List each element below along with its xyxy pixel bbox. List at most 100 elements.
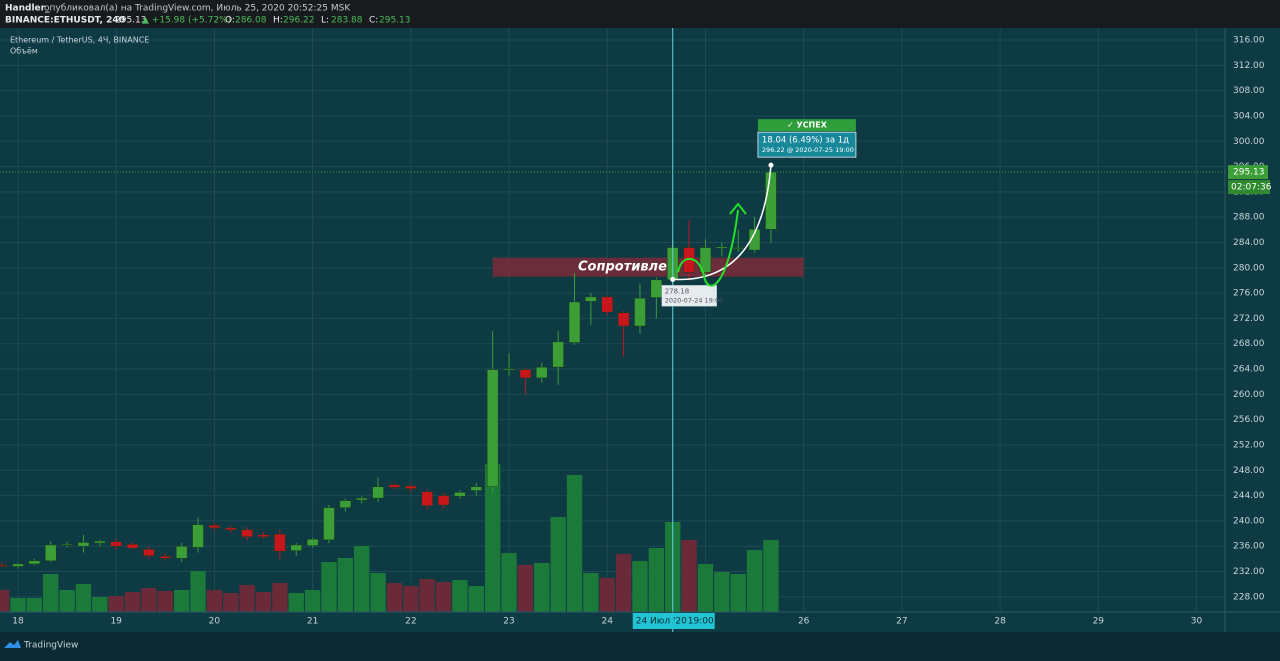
candle-body <box>355 497 368 501</box>
ohlc: O: 286.08 H: 296.22 L: 283.88 C: 295.13 <box>225 16 411 26</box>
candle-body <box>388 484 401 488</box>
x-tick-label: 26 <box>798 617 810 627</box>
y-tick-label: 232.00 <box>1233 567 1265 577</box>
candle-body <box>470 486 483 491</box>
volume-bar <box>730 574 746 612</box>
x-tick-label: 18 <box>12 617 24 627</box>
y-tick-label: 240.00 <box>1233 516 1265 526</box>
x-tick-label: 24 <box>602 617 614 627</box>
start-time: 2020-07-24 19:00 <box>665 296 724 304</box>
plot: Сопротивлен ✓ УСПЕХ 18.04 (6.49%) за 1д296… <box>0 28 1225 632</box>
candle-body <box>634 297 646 327</box>
volume-bar <box>288 593 304 612</box>
candle-body <box>503 368 515 371</box>
candle-body <box>519 369 532 379</box>
volume-bar <box>632 561 648 612</box>
volume-bar <box>173 590 190 612</box>
x-tick-label: 27 <box>896 617 907 627</box>
volume-bar <box>206 590 223 612</box>
x-tick-label: 19 <box>110 617 122 627</box>
candle-body <box>372 486 384 499</box>
candle-body <box>94 540 106 544</box>
candle-body <box>323 507 335 541</box>
ohlc-value: 296.22 <box>283 16 315 26</box>
volume-bar <box>108 596 124 612</box>
candle-body <box>241 529 253 537</box>
volume-bar <box>484 464 501 612</box>
candle-body <box>192 524 204 548</box>
candle-body <box>274 533 286 552</box>
x-tick-label: 21 <box>307 617 318 627</box>
y-tick-label: 288.00 <box>1233 213 1265 223</box>
candle-body <box>175 545 188 559</box>
volume-bar <box>517 565 534 612</box>
badge: ✓ УСПЕХ <box>787 121 828 130</box>
crosshair-time: 19:00 <box>688 617 714 627</box>
candle-body <box>650 279 663 298</box>
ohlc-label: C: <box>369 16 378 26</box>
candle-body <box>405 485 417 489</box>
volume-bar <box>223 593 239 612</box>
result: 18.04 (6.49%) за 1д <box>762 136 849 146</box>
candle-body <box>568 301 581 343</box>
candle-body <box>585 296 597 302</box>
candle-body <box>748 228 761 251</box>
candle-body <box>44 544 57 561</box>
volume-bar <box>304 590 321 612</box>
volume-bar <box>0 590 10 612</box>
y-tick-label: 316.00 <box>1233 36 1265 46</box>
volume-bar <box>566 475 583 612</box>
volume-bar <box>534 563 550 612</box>
candle-body <box>617 312 630 327</box>
volume-bar <box>615 554 632 612</box>
candle-body <box>732 247 744 249</box>
arrow <box>677 202 747 287</box>
logo-icon <box>4 640 21 648</box>
crosshair-label-box <box>632 613 715 629</box>
candle-body <box>208 525 221 529</box>
candle-body <box>257 534 270 537</box>
candle-body <box>421 491 433 506</box>
candle-body <box>699 247 712 273</box>
volume-bar <box>452 580 468 612</box>
y-tick-label: 260.00 <box>1233 390 1265 400</box>
start-price: 278.18 <box>665 287 690 295</box>
y-tick-label: 236.00 <box>1233 542 1265 552</box>
measure-start <box>670 276 676 282</box>
volume-bar <box>239 585 255 612</box>
candle-body <box>339 500 352 508</box>
volume-bar <box>599 578 615 612</box>
volume-bar <box>26 598 43 612</box>
candle-body <box>225 527 237 530</box>
y-tick-label: 244.00 <box>1233 491 1265 501</box>
volume-bar <box>190 571 206 612</box>
y-tick-label: 268.00 <box>1233 339 1265 349</box>
volume-bar <box>75 584 92 612</box>
x-tick-label: 22 <box>405 617 416 627</box>
measure-curve <box>672 165 772 281</box>
volume-bar <box>337 558 354 612</box>
volume-bar <box>746 550 763 612</box>
x-tick-label: 30 <box>1191 617 1203 627</box>
y-tick-label: 304.00 <box>1233 111 1265 121</box>
y-tick-label: 248.00 <box>1233 466 1265 476</box>
header-bar <box>0 0 1280 28</box>
legend-title: Ethereum / TetherUS, 4Ч, BINANCE <box>10 36 149 45</box>
ohlc-label: H: <box>273 16 283 26</box>
candle-body <box>12 563 24 567</box>
volume-bar <box>321 562 337 612</box>
candle-body <box>306 538 319 546</box>
volume-bar <box>763 540 779 612</box>
badge-box <box>757 119 856 132</box>
volume-bar <box>583 573 599 612</box>
legend-volume: Объём <box>10 47 38 56</box>
last-price-label: 295.13 <box>1233 168 1265 178</box>
candle-body <box>28 560 41 565</box>
volume-bar <box>386 583 403 612</box>
volume-bar <box>157 591 173 612</box>
volume-bar <box>354 546 370 612</box>
ohlc-label: L: <box>321 16 329 26</box>
volume-bar <box>435 582 452 612</box>
published: опубликовал(а) на TradingView.com, Июль … <box>44 4 351 14</box>
